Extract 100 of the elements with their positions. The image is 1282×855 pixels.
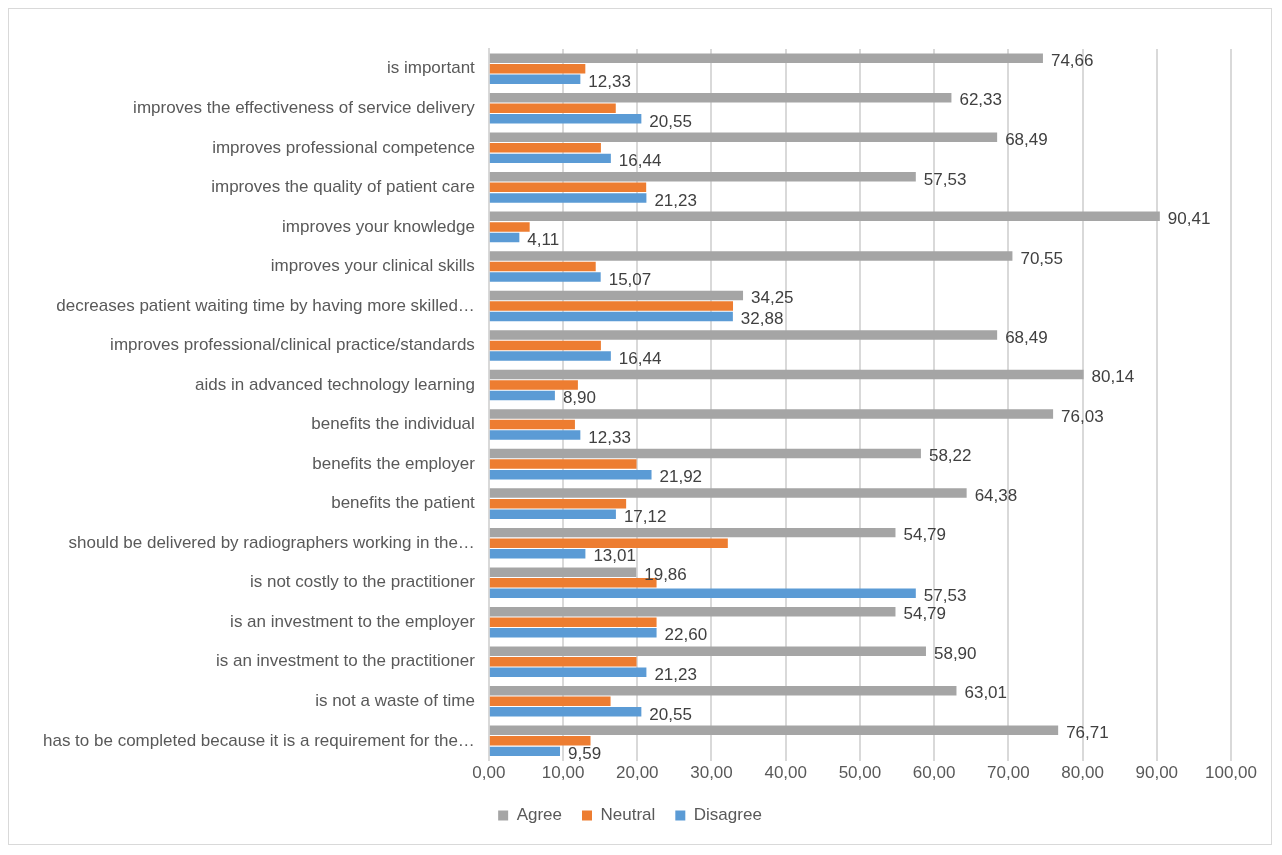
x-tick-label: 10,00 — [541, 763, 585, 783]
data-label: 19,86 — [644, 564, 687, 584]
data-label: 54,79 — [903, 604, 947, 624]
y-tick-label: improves your clinical skills — [270, 256, 475, 276]
bar — [489, 251, 1013, 261]
bar — [489, 409, 1054, 419]
data-label: 22,60 — [664, 625, 708, 645]
bar — [489, 64, 586, 74]
y-tick-label: should be delivered by radiographers working in the… — [68, 532, 475, 552]
bar — [489, 172, 916, 182]
x-tick-label: 70,00 — [987, 763, 1030, 783]
bar — [489, 488, 967, 498]
bar — [489, 301, 734, 311]
data-label: 57,53 — [923, 169, 967, 189]
bar — [489, 459, 637, 469]
bar — [489, 498, 627, 509]
bar — [489, 657, 637, 667]
x-tick-label: 50,00 — [838, 763, 882, 783]
y-tick-label: improves professional/clinical practice/standards — [110, 335, 475, 355]
x-tick-label: 60,00 — [912, 763, 956, 783]
bar — [489, 617, 657, 627]
data-label: 80,14 — [1091, 367, 1135, 387]
bar — [489, 53, 1043, 63]
data-label: 62,33 — [959, 90, 1002, 110]
data-label: 32,88 — [740, 309, 784, 329]
data-label: 12,33 — [588, 427, 631, 447]
bar — [489, 588, 916, 598]
bar — [489, 193, 647, 203]
data-label: 4,11 — [527, 230, 560, 250]
data-label: 16,44 — [618, 348, 662, 368]
legend-label: Disagree — [693, 805, 762, 825]
bar — [489, 696, 611, 707]
data-label: 76,03 — [1061, 406, 1104, 426]
bar — [489, 182, 647, 193]
bar — [489, 606, 896, 617]
data-label: 17,12 — [623, 506, 667, 526]
bar — [489, 390, 555, 401]
bar — [489, 114, 642, 124]
data-label: 57,53 — [923, 585, 967, 605]
bar — [489, 725, 1059, 736]
bar — [489, 628, 657, 638]
data-label: 54,79 — [903, 525, 947, 545]
data-label: 90,41 — [1167, 209, 1211, 229]
y-tick-label: improves professional competence — [212, 137, 475, 157]
legend-label: Agree — [516, 805, 563, 825]
data-label: 15,07 — [608, 269, 652, 289]
x-tick-label: 0,00 — [472, 763, 506, 783]
bar — [489, 261, 596, 272]
data-label: 21,23 — [654, 190, 697, 210]
data-label: 9,59 — [568, 744, 602, 764]
bar — [489, 143, 601, 153]
y-tick-label: is an investment to the practitioner — [215, 651, 476, 671]
bar — [489, 667, 647, 678]
y-tick-label: benefits the employer — [312, 453, 476, 473]
bar — [489, 211, 1160, 222]
data-label: 68,49 — [1005, 129, 1048, 149]
y-tick-label: improves your knowledge — [282, 216, 475, 236]
y-tick-label: is not costly to the practitioner — [249, 572, 476, 592]
bar — [489, 272, 601, 282]
bar — [489, 369, 1084, 380]
bar — [489, 290, 744, 301]
legend-label: Neutral — [600, 805, 656, 825]
bar — [489, 469, 652, 480]
y-tick-label: is not a waste of time — [315, 690, 475, 710]
bar — [489, 527, 896, 538]
data-label: 34,25 — [751, 288, 794, 308]
data-label: 20,55 — [649, 111, 692, 131]
y-tick-label: benefits the patient — [331, 493, 476, 513]
y-tick-label: decreases patient waiting time by having more skilled… — [56, 295, 475, 315]
data-label: 8,90 — [562, 388, 596, 408]
y-tick-label: benefits the individual — [311, 414, 475, 434]
bar — [489, 448, 921, 459]
bar — [489, 340, 601, 351]
bar — [489, 430, 581, 440]
data-label: 68,49 — [1005, 327, 1048, 347]
y-tick-label: improves the effectiveness of service delivery — [133, 97, 476, 117]
data-label: 76,71 — [1066, 722, 1109, 742]
x-tick-label: 20,00 — [616, 763, 659, 783]
data-label: 74,66 — [1050, 50, 1094, 70]
data-label: 70,55 — [1020, 248, 1063, 268]
bar — [489, 509, 616, 519]
y-tick-label: is important — [386, 58, 476, 78]
bar — [489, 93, 952, 103]
data-label: 21,23 — [654, 665, 697, 684]
bar — [489, 103, 616, 114]
bar — [489, 538, 728, 548]
bar — [489, 567, 637, 577]
bar — [489, 311, 733, 322]
data-label: 58,90 — [933, 643, 977, 663]
bar — [489, 222, 530, 232]
data-label: 21,92 — [659, 467, 703, 487]
y-tick-label: aids in advanced technology learning — [195, 374, 475, 394]
data-label: 16,44 — [618, 151, 662, 171]
bar — [489, 351, 611, 361]
y-tick-label: has to be completed because it is a requirement for the… — [42, 730, 475, 750]
bar — [489, 746, 561, 757]
bar — [489, 74, 581, 85]
bar — [489, 736, 591, 746]
bar — [489, 132, 998, 143]
data-label: 63,01 — [964, 683, 1008, 703]
